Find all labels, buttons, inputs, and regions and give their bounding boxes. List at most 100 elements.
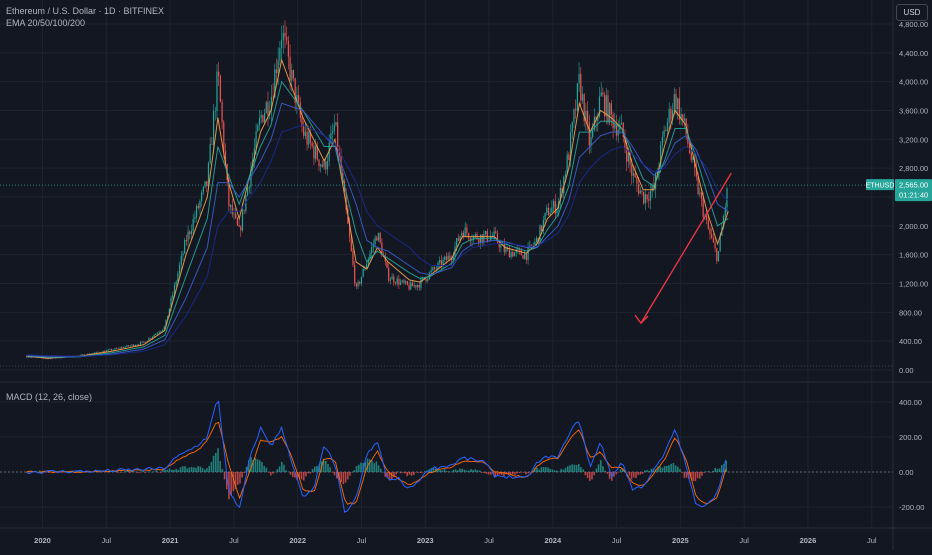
macd-histogram-bar bbox=[597, 464, 600, 472]
macd-histogram-bar bbox=[329, 467, 331, 472]
candle-body bbox=[160, 331, 162, 333]
candle-body bbox=[241, 209, 244, 231]
candle-body bbox=[556, 208, 558, 214]
candle-body bbox=[726, 188, 728, 208]
price-tick-label: 4,000.00 bbox=[899, 78, 928, 87]
candle-body bbox=[598, 96, 601, 117]
price-tick-label: 2,000.00 bbox=[899, 222, 928, 231]
macd-histogram-bar bbox=[272, 472, 274, 474]
candle-body bbox=[447, 255, 449, 260]
candle-body bbox=[503, 243, 505, 252]
macd-histogram-bar bbox=[276, 469, 279, 472]
candle-body bbox=[456, 238, 458, 247]
macd-histogram-bar bbox=[126, 470, 129, 472]
candle-body bbox=[359, 281, 361, 284]
candle-body bbox=[673, 94, 675, 111]
candle-body bbox=[588, 122, 590, 146]
macd-histogram-bar bbox=[584, 472, 587, 476]
candle-body bbox=[265, 102, 267, 113]
candle-body bbox=[367, 259, 369, 265]
macd-histogram-bar bbox=[265, 467, 268, 472]
macd-histogram-bar bbox=[45, 472, 48, 473]
candle-body bbox=[158, 332, 160, 334]
macd-histogram-bar bbox=[705, 471, 708, 472]
macd-histogram-bar bbox=[439, 470, 441, 472]
macd-histogram-bar bbox=[527, 472, 529, 474]
macd-histogram-bar bbox=[269, 472, 272, 476]
macd-histogram-bar bbox=[377, 465, 380, 472]
candle-body bbox=[333, 125, 335, 132]
macd-histogram-bar bbox=[250, 457, 252, 472]
macd-histogram-bar bbox=[643, 470, 646, 472]
candle-body bbox=[461, 232, 463, 237]
macd-histogram-bar bbox=[448, 471, 450, 472]
macd-histogram-bar bbox=[617, 472, 620, 473]
macd-histogram-bar bbox=[164, 470, 166, 472]
candle-body bbox=[702, 198, 704, 218]
candle-body bbox=[245, 195, 247, 211]
macd-histogram-bar bbox=[351, 471, 353, 473]
candle-body bbox=[240, 226, 242, 231]
candle-body bbox=[360, 276, 363, 284]
macd-histogram-bar bbox=[630, 472, 633, 480]
candle-body bbox=[262, 115, 264, 123]
candle-body bbox=[243, 209, 245, 211]
candle-body bbox=[467, 233, 470, 239]
candle-body bbox=[486, 231, 488, 241]
macd-histogram-bar bbox=[566, 466, 569, 472]
time-tick-label: 2020 bbox=[34, 536, 51, 545]
candle-body bbox=[219, 75, 221, 102]
macd-histogram-bar bbox=[305, 472, 307, 477]
macd-histogram-bar bbox=[626, 471, 628, 473]
macd-histogram-bar bbox=[47, 472, 50, 473]
candle-body bbox=[607, 95, 609, 123]
candle-body bbox=[620, 122, 623, 125]
macd-histogram-bar bbox=[386, 472, 389, 479]
macd-histogram-bar bbox=[322, 458, 325, 472]
macd-histogram-bar bbox=[241, 472, 243, 478]
candle-body bbox=[406, 281, 408, 285]
candle-body bbox=[46, 358, 48, 360]
time-tick-label: 2024 bbox=[544, 536, 562, 545]
macd-histogram-bar bbox=[487, 472, 490, 475]
macd-histogram-bar bbox=[129, 472, 131, 473]
time-tick-label: 2026 bbox=[800, 536, 817, 545]
candle-body bbox=[700, 192, 703, 199]
macd-histogram-bar bbox=[274, 471, 276, 473]
candle-body bbox=[139, 342, 142, 345]
candle-body bbox=[505, 248, 507, 252]
time-tick-label: 2022 bbox=[289, 536, 306, 545]
candle-body bbox=[320, 164, 322, 167]
candle-body bbox=[688, 143, 691, 154]
macd-histogram-bar bbox=[681, 472, 683, 473]
candle-body bbox=[369, 253, 371, 260]
candle-body bbox=[229, 204, 232, 207]
candle-body bbox=[326, 161, 329, 170]
macd-histogram-bar bbox=[522, 472, 525, 473]
candle-body bbox=[641, 190, 643, 192]
macd-histogram-bar bbox=[107, 472, 109, 473]
candle-body bbox=[592, 129, 594, 138]
candle-body bbox=[605, 95, 607, 117]
ema-line-ema-100 bbox=[26, 102, 729, 358]
candle-body bbox=[692, 157, 694, 160]
macd-histogram-bar bbox=[690, 472, 692, 479]
candle-body bbox=[711, 233, 713, 238]
currency-button[interactable]: USD bbox=[896, 4, 928, 21]
macd-histogram-bar bbox=[399, 472, 402, 474]
macd-histogram-bar bbox=[375, 461, 378, 472]
macd-histogram-bar bbox=[709, 472, 712, 473]
candle-body bbox=[576, 83, 578, 111]
candle-body bbox=[161, 329, 164, 332]
candle-body bbox=[717, 251, 720, 262]
macd-histogram-bar bbox=[417, 472, 419, 473]
macd-histogram-bar bbox=[157, 472, 160, 473]
candle-body bbox=[590, 137, 592, 146]
macd-histogram-bar bbox=[298, 472, 301, 479]
macd-histogram-bar bbox=[489, 472, 492, 475]
candle-body bbox=[204, 181, 206, 187]
candle-body bbox=[93, 352, 96, 354]
macd-histogram-bar bbox=[144, 472, 147, 473]
